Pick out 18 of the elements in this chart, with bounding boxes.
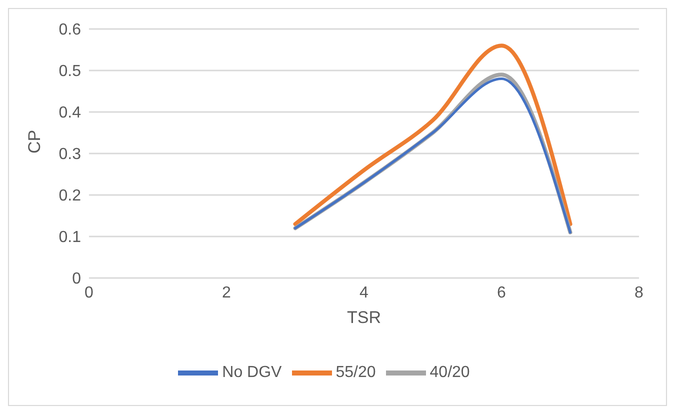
y-axis-title: CP (25, 130, 44, 154)
legend-label: No DGV (222, 364, 282, 382)
line-series (293, 44, 572, 226)
y-tick-label: 0.5 (58, 63, 82, 80)
y-tick-label: 0.2 (58, 188, 82, 205)
y-tick-label: 0.4 (58, 104, 82, 122)
x-tick-label: 6 (497, 284, 506, 302)
x-axis-title: TSR (347, 308, 381, 327)
y-tick-label: 0.6 (58, 22, 82, 39)
legend-label: 55/20 (336, 364, 376, 382)
x-tick-label: 0 (84, 284, 94, 302)
x-tick-label: 4 (360, 284, 369, 302)
legend-label: 40/20 (430, 364, 470, 382)
y-tick-label: 0.3 (58, 146, 82, 164)
y-tick-label: 0 (72, 270, 82, 288)
y-tick-label: 0.1 (58, 229, 82, 246)
x-tick-label: 8 (634, 284, 644, 302)
x-tick-label: 2 (222, 284, 232, 302)
